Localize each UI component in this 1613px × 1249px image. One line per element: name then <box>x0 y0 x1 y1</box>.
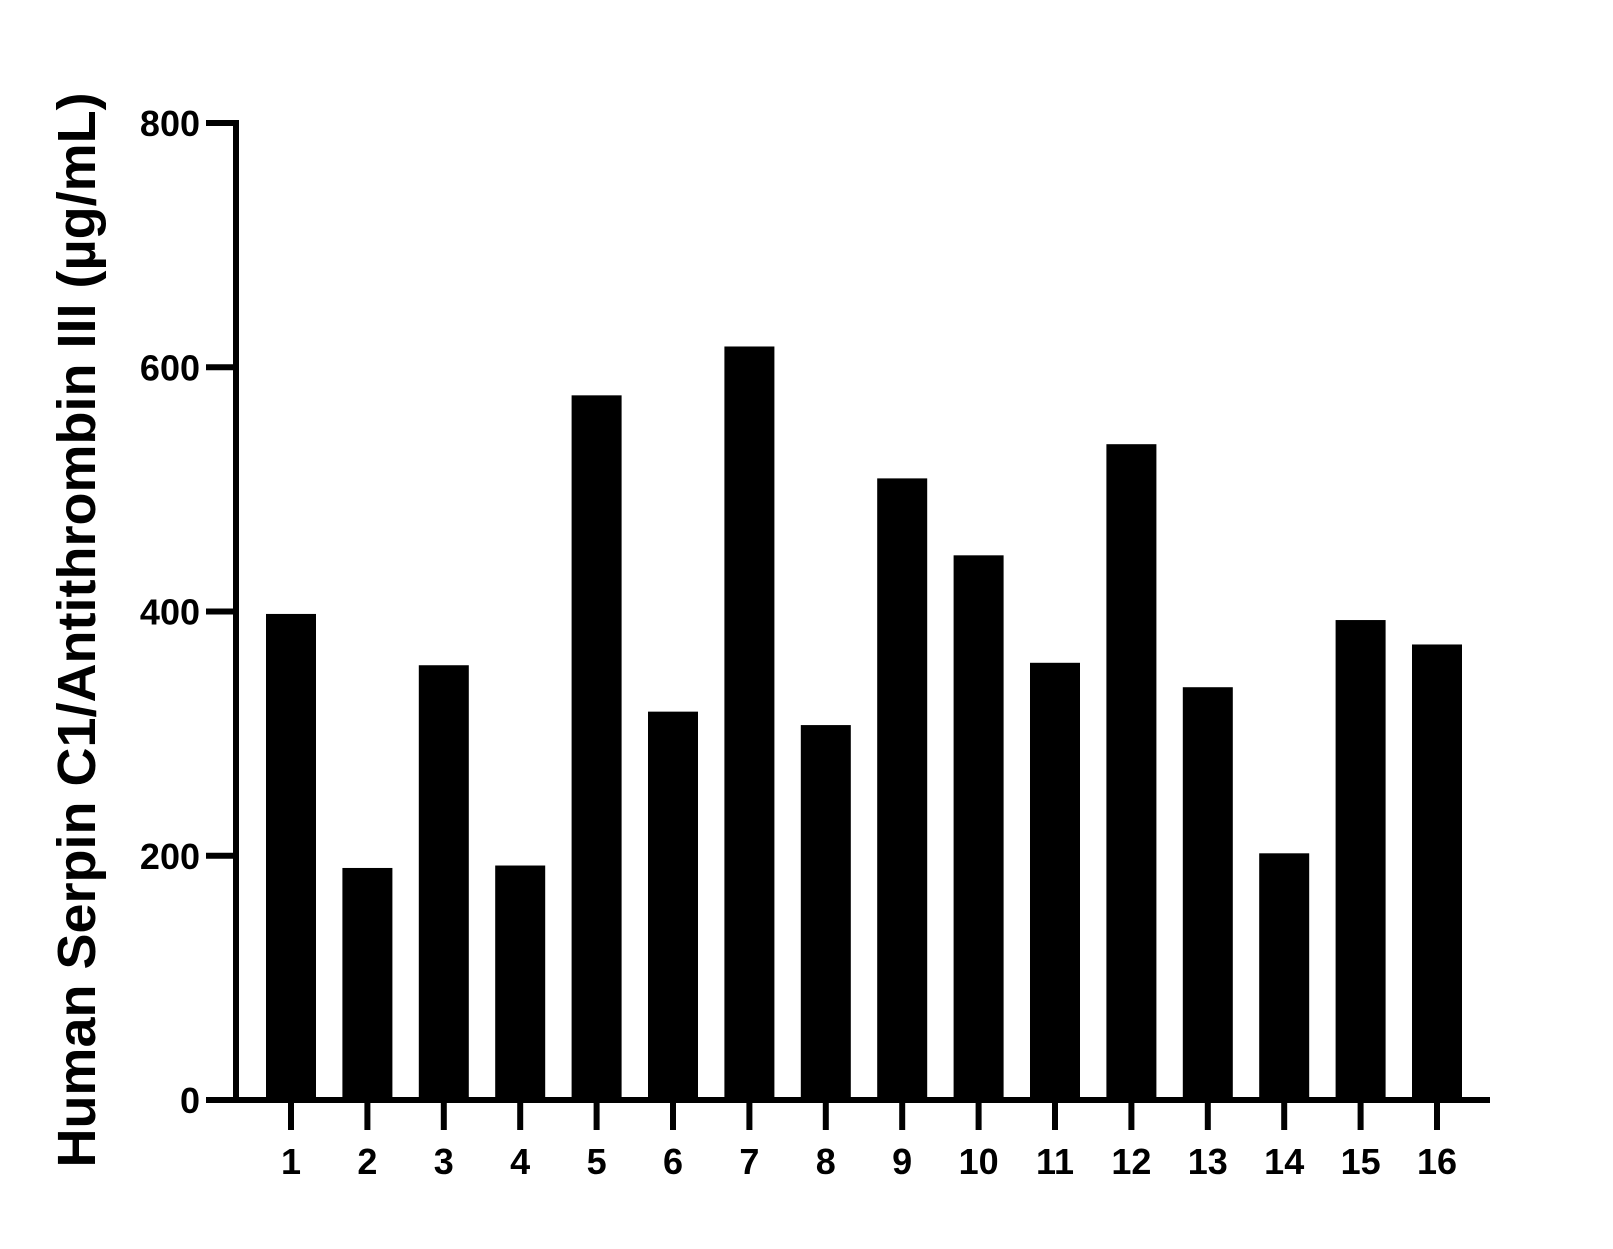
bar-14 <box>1259 853 1310 1100</box>
y-axis-title: Human Serpin C1/Antithrombin III (µg/mL) <box>47 92 107 1167</box>
bars-group <box>266 346 1462 1101</box>
x-tick-label: 15 <box>1341 1141 1381 1182</box>
bar-5 <box>571 395 622 1100</box>
y-tick-label: 600 <box>140 347 200 388</box>
x-tick-label: 11 <box>1036 1141 1074 1182</box>
bar-6 <box>648 711 698 1100</box>
bar-10 <box>953 555 1004 1100</box>
bar-8 <box>800 725 851 1100</box>
bar-2 <box>342 867 393 1100</box>
x-tick-label: 13 <box>1188 1141 1228 1182</box>
x-tick-label: 4 <box>510 1141 530 1182</box>
bar-16 <box>1412 644 1462 1100</box>
x-tick-label: 8 <box>816 1141 836 1182</box>
bar-3 <box>418 665 469 1100</box>
x-tick-label: 3 <box>434 1141 454 1182</box>
x-tick-label: 6 <box>663 1141 683 1182</box>
bar-1 <box>266 613 316 1100</box>
bar-12 <box>1106 444 1157 1101</box>
y-ticks-group: 0 200 400 600 800 <box>140 103 236 1121</box>
y-tick-label: 800 <box>140 103 200 144</box>
x-tick-label: 16 <box>1417 1141 1457 1182</box>
x-tick-label: 7 <box>739 1141 759 1182</box>
y-tick-label: 0 <box>180 1080 200 1121</box>
bar-13 <box>1182 687 1233 1100</box>
y-tick-label: 200 <box>140 836 200 877</box>
x-tick-label: 10 <box>959 1141 999 1182</box>
bar-11 <box>1030 662 1080 1100</box>
bar-4 <box>495 865 546 1100</box>
x-tick-label: 5 <box>587 1141 607 1182</box>
bar-9 <box>877 478 928 1100</box>
x-tick-label: 2 <box>357 1141 377 1182</box>
x-ticks-group: 1 2 3 4 5 6 7 8 9 10 11 12 13 14 15 16 <box>281 1100 1457 1182</box>
bar-7 <box>724 346 775 1100</box>
x-tick-label: 14 <box>1264 1141 1304 1182</box>
x-tick-label: 1 <box>281 1141 301 1182</box>
y-tick-label: 400 <box>140 592 200 633</box>
x-tick-label: 9 <box>892 1141 912 1182</box>
bar-15 <box>1335 620 1386 1100</box>
x-tick-label: 12 <box>1111 1141 1151 1182</box>
